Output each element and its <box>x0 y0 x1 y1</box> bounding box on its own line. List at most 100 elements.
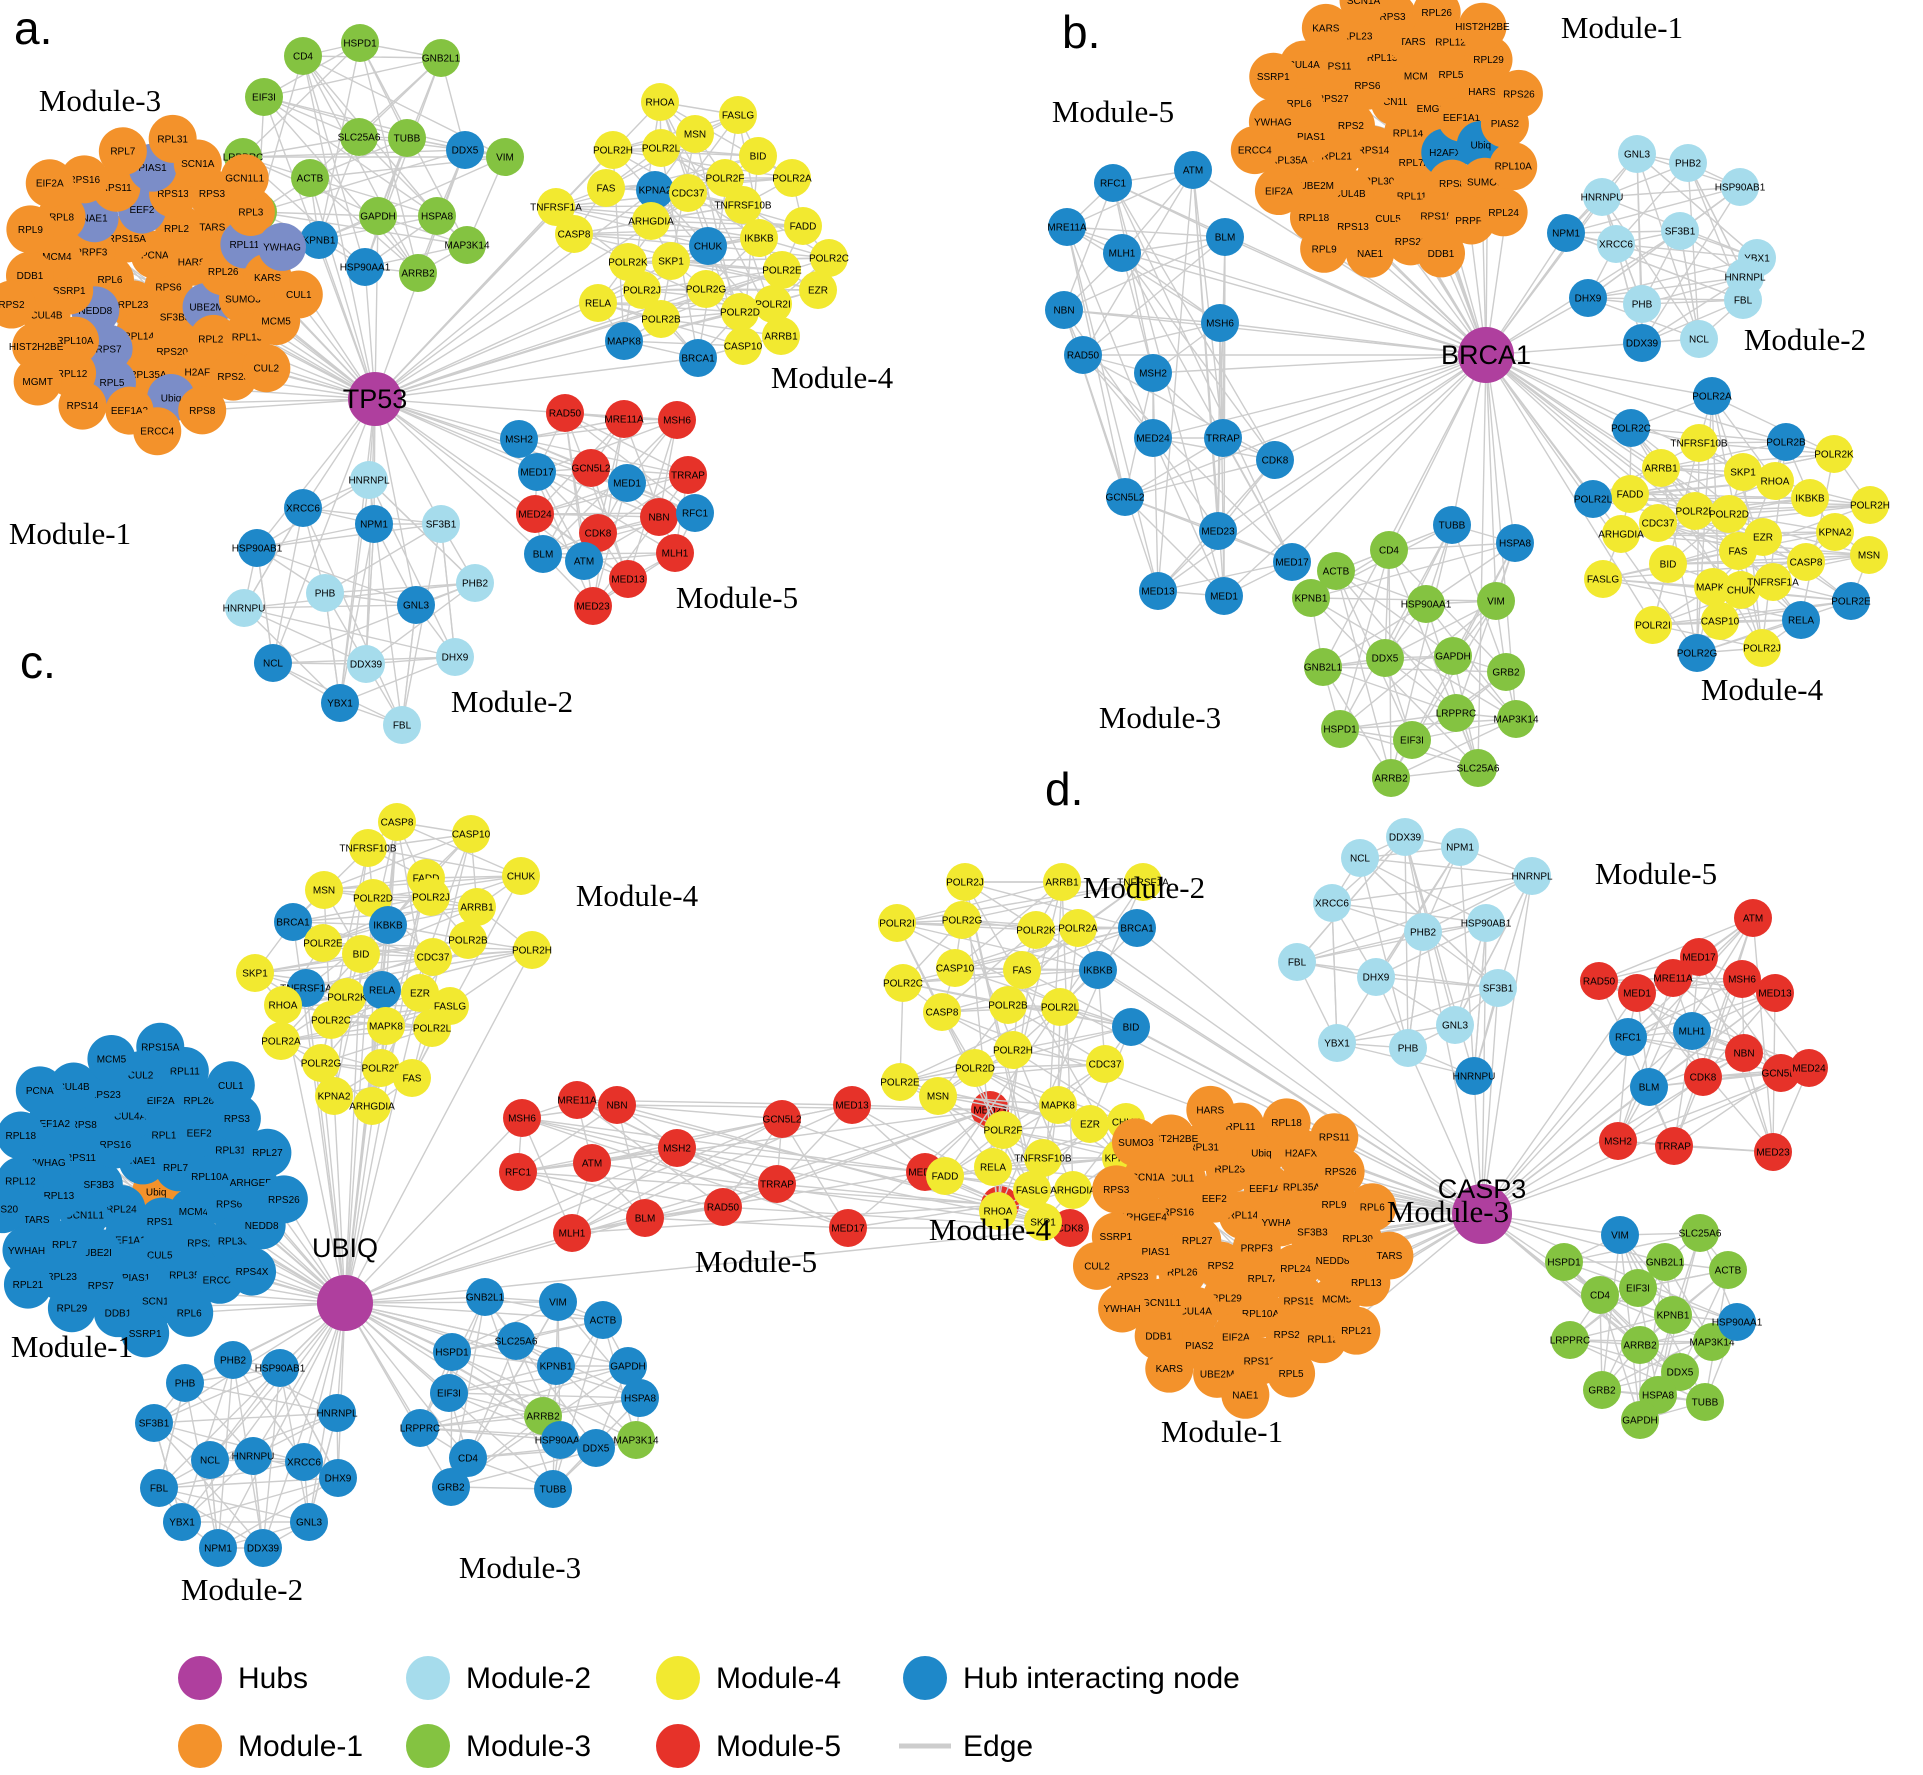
node-DDX5[interactable] <box>1366 639 1404 677</box>
node-ACTB[interactable] <box>1317 552 1355 590</box>
node-BLM[interactable] <box>524 535 562 573</box>
node-POLR2L[interactable] <box>413 1009 451 1047</box>
node-SSRP1[interactable] <box>1249 52 1298 101</box>
node-POLR2A[interactable] <box>1059 909 1097 947</box>
node-MLH1[interactable] <box>1103 234 1141 272</box>
node-POLR2A[interactable] <box>262 1022 300 1060</box>
node-RPL27[interactable] <box>243 1128 292 1177</box>
node-HNRNPU[interactable] <box>225 589 263 627</box>
node-YWHAH[interactable] <box>1098 1284 1147 1333</box>
node-KPNB1[interactable] <box>1292 579 1330 617</box>
node-GNL3[interactable] <box>397 586 435 624</box>
node-TARS[interactable] <box>1365 1231 1414 1280</box>
node-POLR2F[interactable] <box>362 1049 400 1087</box>
node-HSP90AA1[interactable] <box>346 248 384 286</box>
node-SLC25A6[interactable] <box>497 1322 535 1360</box>
node-ARHGDIA[interactable] <box>1602 515 1640 553</box>
node-MSH6[interactable] <box>658 401 696 439</box>
node-POLR2C[interactable] <box>884 964 922 1002</box>
node-CUL1[interactable] <box>274 270 323 319</box>
node-RHOA[interactable] <box>641 83 679 121</box>
node-CASP10[interactable] <box>1701 602 1739 640</box>
node-NPM1[interactable] <box>1547 214 1585 252</box>
node-CD4[interactable] <box>449 1439 487 1477</box>
node-HSPD1[interactable] <box>1321 710 1359 748</box>
node-ARRB1[interactable] <box>1043 863 1081 901</box>
node-IKBKB[interactable] <box>369 906 407 944</box>
node-EIF3I[interactable] <box>245 78 283 116</box>
node-CDK8[interactable] <box>1256 441 1294 479</box>
node-EIF2A[interactable] <box>1254 167 1303 216</box>
node-RPL7[interactable] <box>98 127 147 176</box>
node-RPL9[interactable] <box>1300 224 1349 273</box>
node-ATM[interactable] <box>573 1144 611 1182</box>
node-POLR2H[interactable] <box>594 131 632 169</box>
node-POLR2D[interactable] <box>956 1049 994 1087</box>
node-HSP90AB1[interactable] <box>1721 168 1759 206</box>
node-RFC1[interactable] <box>499 1153 537 1191</box>
node-GCN1L1[interactable] <box>220 154 269 203</box>
node-XRCC6[interactable] <box>1597 225 1635 263</box>
node-MAPK8[interactable] <box>1694 568 1732 606</box>
node-MRE11A[interactable] <box>1654 959 1692 997</box>
node-MED23[interactable] <box>1754 1133 1792 1171</box>
node-CASP8[interactable] <box>555 215 593 253</box>
node-TRRAP[interactable] <box>1204 419 1242 457</box>
node-RPS8[interactable] <box>178 386 227 435</box>
node-RPS11[interactable] <box>1310 1113 1359 1162</box>
node-MED1[interactable] <box>1618 974 1656 1012</box>
node-HSP90AB1[interactable] <box>1467 904 1505 942</box>
node-POLR2F[interactable] <box>1676 492 1714 530</box>
node-MRE11A[interactable] <box>605 400 643 438</box>
node-GAPDH[interactable] <box>1621 1401 1659 1439</box>
node-FBL[interactable] <box>383 706 421 744</box>
node-KPNB1[interactable] <box>300 221 338 259</box>
node-POLR2K[interactable] <box>1815 435 1853 473</box>
node-DHX9[interactable] <box>436 638 474 676</box>
node-FAS[interactable] <box>1719 532 1757 570</box>
node-MAP3K14[interactable] <box>1497 700 1535 738</box>
node-IKBKB[interactable] <box>740 219 778 257</box>
node-POLR2J[interactable] <box>1743 629 1781 667</box>
node-ARRB2[interactable] <box>399 254 437 292</box>
node-POLR2B[interactable] <box>642 300 680 338</box>
node-SSRP1[interactable] <box>121 1309 170 1358</box>
node-RAD50[interactable] <box>1580 962 1618 1000</box>
node-GNB2L1[interactable] <box>1646 1243 1684 1281</box>
node-SLC25A6[interactable] <box>1681 1214 1719 1252</box>
node-BRCA1[interactable] <box>679 339 717 377</box>
node-BID[interactable] <box>739 137 777 175</box>
node-RPL29[interactable] <box>47 1284 96 1333</box>
node-EIF3I[interactable] <box>430 1374 468 1412</box>
node-FBL[interactable] <box>1278 943 1316 981</box>
node-KPNB1[interactable] <box>1654 1296 1692 1334</box>
node-RPL21[interactable] <box>3 1260 52 1309</box>
node-CUL2[interactable] <box>242 344 291 393</box>
node-POLR2L[interactable] <box>642 129 680 167</box>
node-CHUK[interactable] <box>1722 571 1760 609</box>
node-GNB2L1[interactable] <box>466 1278 504 1316</box>
node-RPS14[interactable] <box>58 381 107 430</box>
node-FAS[interactable] <box>393 1059 431 1097</box>
node-DDX39[interactable] <box>1386 818 1424 856</box>
node-POLR2G[interactable] <box>943 901 981 939</box>
node-FBL[interactable] <box>140 1469 178 1507</box>
node-IKBKB[interactable] <box>1079 951 1117 989</box>
node-RPL24[interactable] <box>1479 188 1528 237</box>
node-HARS[interactable] <box>1186 1085 1235 1134</box>
node-CASP8[interactable] <box>378 803 416 841</box>
node-YBX1[interactable] <box>1318 1024 1356 1062</box>
node-POLR2B[interactable] <box>989 986 1027 1024</box>
node-FADD[interactable] <box>926 1157 964 1195</box>
node-YBX1[interactable] <box>163 1503 201 1541</box>
node-MED17[interactable] <box>518 453 556 491</box>
node-HIST2H2BE[interactable] <box>12 322 61 371</box>
node-NAE1[interactable] <box>1346 229 1395 278</box>
node-RFC1[interactable] <box>1609 1018 1647 1056</box>
node-GNL3[interactable] <box>290 1503 328 1541</box>
node-TUBB[interactable] <box>388 119 426 157</box>
node-CDK8[interactable] <box>1684 1058 1722 1096</box>
node-POLR2E[interactable] <box>763 251 801 289</box>
node-EIF2A[interactable] <box>25 159 74 208</box>
node-POLR2G[interactable] <box>687 270 725 308</box>
